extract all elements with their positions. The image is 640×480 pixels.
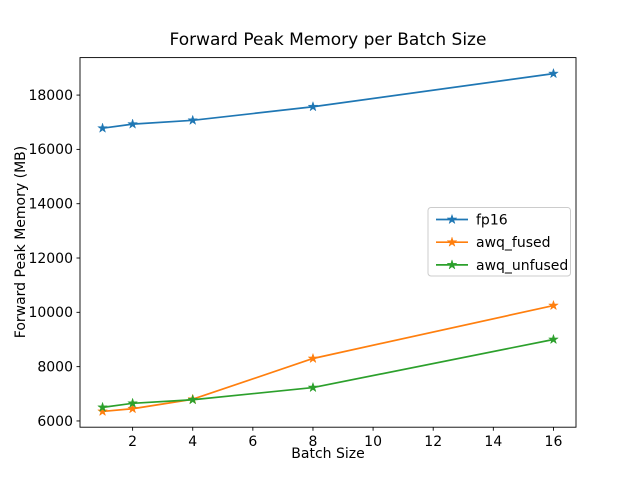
- legend-marker-fp16: [446, 213, 458, 225]
- y-tick-label: 18000: [28, 88, 73, 104]
- data-point-awq_unfused-x2: [127, 397, 139, 409]
- y-tick-label: 8000: [37, 359, 73, 375]
- x-tick-label: 8: [309, 434, 318, 450]
- x-tick-label: 6: [248, 434, 257, 450]
- legend-marker-awq_unfused: [446, 259, 458, 270]
- legend-box: [427, 207, 571, 277]
- y-tick-label: 12000: [28, 251, 73, 267]
- legend-label-awq_unfused: awq_unfused: [476, 258, 568, 274]
- data-point-fp16-x16: [547, 67, 559, 79]
- x-tick-label: 12: [424, 434, 442, 450]
- data-point-awq_unfused-x8: [307, 381, 319, 393]
- data-point-awq_unfused-x1: [97, 401, 109, 413]
- data-point-awq_fused-x2: [127, 402, 139, 414]
- y-tick-label: 10000: [28, 305, 73, 321]
- y-tick-label: 14000: [28, 197, 73, 213]
- data-point-awq_unfused-x16: [547, 333, 559, 345]
- legend-marker-awq_fused: [446, 236, 458, 247]
- x-tick-label: 2: [128, 434, 137, 450]
- series-line-awq_unfused: [102, 338, 554, 409]
- data-point-fp16-x4: [187, 114, 199, 126]
- data-point-fp16-x2: [127, 118, 139, 129]
- x-axis-label: Batch Size: [291, 446, 365, 462]
- y-tick-label: 6000: [37, 414, 73, 430]
- legend-label-awq_fused: awq_fused: [476, 235, 551, 251]
- x-tick-label: 10: [364, 434, 382, 450]
- data-point-awq_fused-x16: [547, 299, 559, 311]
- series-line-awq_fused: [102, 304, 554, 413]
- legend-label-fp16: fp16: [476, 213, 508, 229]
- y-axis-label: Forward Peak Memory (MB): [13, 145, 29, 339]
- data-point-awq_fused-x8: [307, 352, 319, 364]
- x-tick-label: 14: [484, 434, 502, 450]
- data-point-awq_unfused-x4: [187, 393, 199, 405]
- data-point-fp16-x1: [97, 122, 109, 133]
- x-tick-label: 4: [188, 434, 197, 450]
- data-point-awq_fused-x1: [97, 405, 109, 417]
- data-point-fp16-x8: [307, 100, 319, 112]
- x-tick-label: 16: [545, 434, 563, 450]
- y-tick-label: 16000: [28, 142, 73, 158]
- series-line-fp16: [102, 72, 554, 130]
- legend: fp16 awq_fused awq_unfused: [427, 207, 571, 277]
- plot-area-border: [79, 57, 577, 428]
- chart-title: Forward Peak Memory per Batch Size: [169, 30, 487, 50]
